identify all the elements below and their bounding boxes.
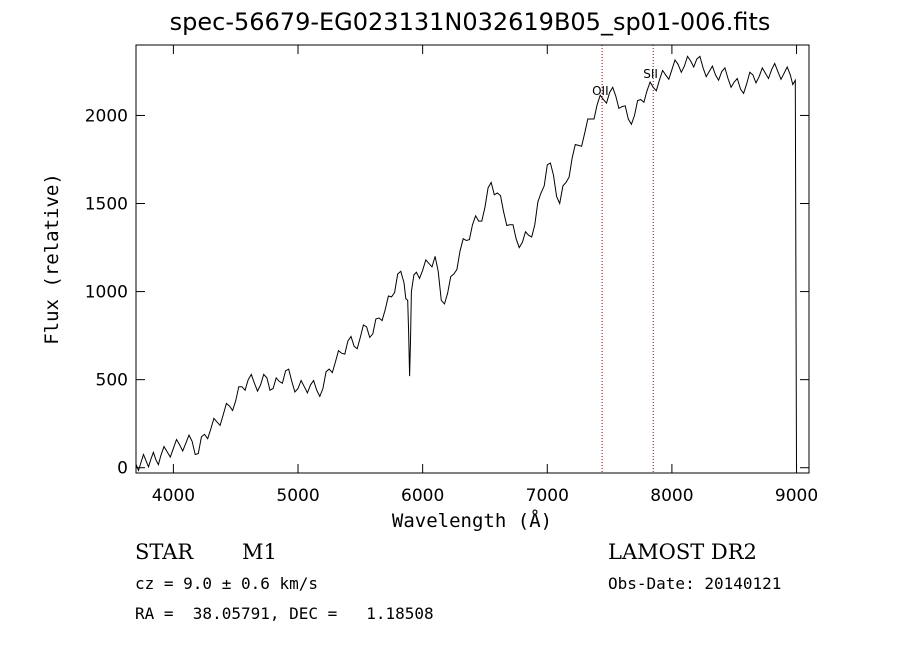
survey-name: LAMOST DR2	[608, 540, 757, 564]
spectrum-line	[135, 55, 797, 472]
object-subclass: M1	[242, 540, 277, 564]
x-tick-label: 4000	[152, 486, 195, 506]
emission-marker-lines: OII SII	[592, 45, 658, 473]
plot-frame	[135, 44, 810, 474]
y-tick-label: 500	[96, 371, 128, 391]
x-tick-label: 9000	[775, 486, 818, 506]
x-axis-ticks: 4000 5000 6000 7000 8000 9000	[152, 45, 818, 506]
chart-title: spec-56679-EG023131N032619B05_sp01-006.f…	[169, 8, 771, 36]
x-tick-label: 8000	[650, 486, 693, 506]
y-tick-label: 2000	[85, 106, 128, 126]
x-tick-label: 7000	[526, 486, 569, 506]
redshift-velocity: cz = 9.0 ± 0.6 km/s	[135, 574, 319, 593]
y-tick-label: 0	[117, 459, 128, 479]
emission-marker-label: SII	[643, 67, 658, 81]
y-tick-label: 1500	[85, 195, 128, 215]
y-axis-label: Flux (relative)	[41, 173, 63, 345]
y-tick-label: 1000	[85, 283, 128, 303]
observation-date: Obs-Date: 20140121	[608, 574, 782, 593]
x-tick-label: 5000	[276, 486, 319, 506]
y-axis-ticks: 0 500 1000 1500 2000	[85, 106, 809, 479]
x-tick-label: 6000	[401, 486, 444, 506]
object-class: STAR	[135, 540, 194, 564]
emission-marker-label: OII	[592, 84, 609, 98]
sky-coordinates: RA = 38.05791, DEC = 1.18508	[135, 604, 434, 623]
x-axis-label: Wavelength (Å)	[391, 510, 553, 532]
